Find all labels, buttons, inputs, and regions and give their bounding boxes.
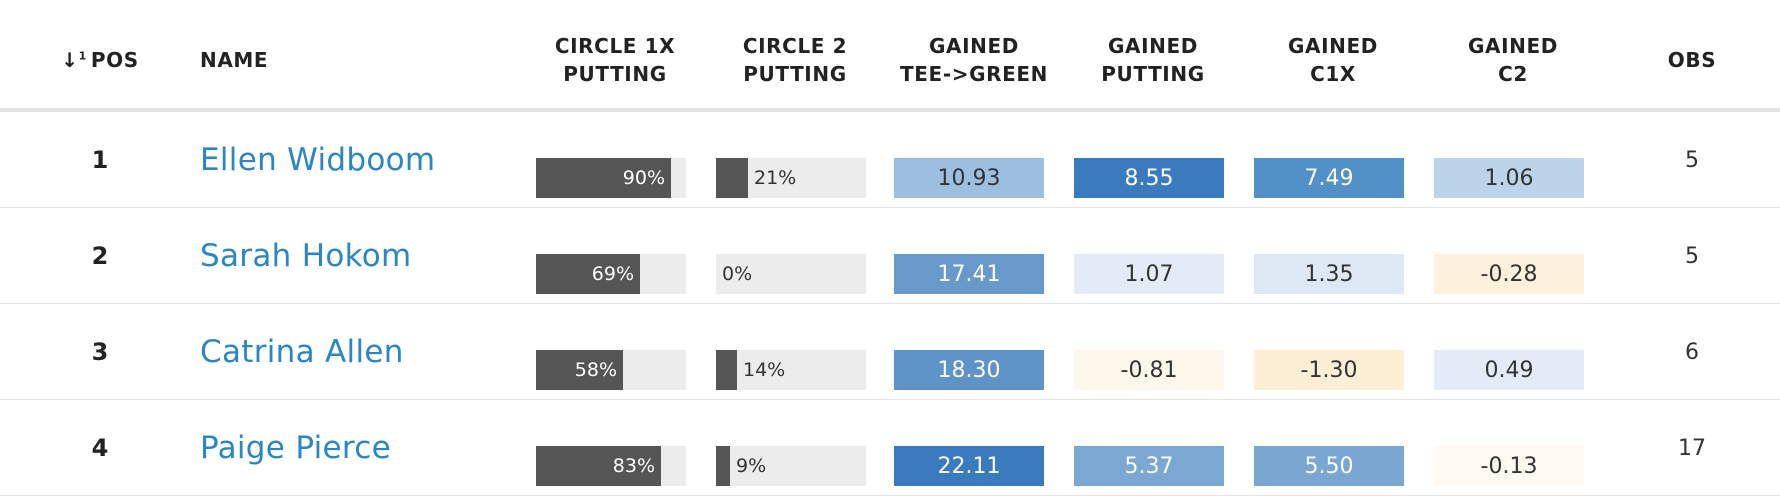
- position-cell: 3: [91, 338, 109, 366]
- sort-ascending-icon: ↓1: [61, 48, 87, 72]
- header-obs[interactable]: OBS: [1667, 48, 1717, 72]
- table-row: 2 Sarah Hokom 69% 0% 17.41 1.07 1.35 -0.28 5: [0, 208, 1780, 304]
- gained-c1x-cell: 1.35: [1254, 254, 1404, 294]
- row-divider: [0, 207, 1780, 208]
- player-name-link[interactable]: Catrina Allen: [200, 334, 404, 370]
- gained-tee-green-cell: 10.93: [894, 158, 1044, 198]
- gained-c2-cell: 1.06: [1434, 158, 1584, 198]
- player-name-link[interactable]: Paige Pierce: [200, 430, 391, 466]
- circle2-putting-bar-fill: [716, 350, 737, 390]
- header-gained-putting[interactable]: GAINED PUTTING: [1101, 34, 1205, 86]
- gained-tee-green-cell: 22.11: [894, 446, 1044, 486]
- table-row: 4 Paige Pierce 83% 9% 22.11 5.37 5.50 -0.13 17: [0, 400, 1780, 496]
- circle2-putting-bar-label: 14%: [743, 359, 786, 381]
- table-header: ↓1 POS NAME CIRCLE 1X PUTTING CIRCLE 2 P…: [0, 0, 1780, 108]
- observations-cell: 5: [1685, 243, 1699, 269]
- circle2-putting-bar-label: 9%: [736, 455, 767, 477]
- circle1x-putting-bar-fill: [536, 446, 661, 486]
- observations-cell: 5: [1685, 147, 1699, 173]
- gained-tee-green-cell: 18.30: [894, 350, 1044, 390]
- circle2-putting-bar: 14%: [716, 350, 866, 390]
- circle1x-putting-bar-fill: [536, 254, 640, 294]
- circle1x-putting-bar: 69%: [536, 254, 686, 294]
- circle2-putting-bar-fill: [716, 446, 730, 486]
- table-row: 3 Catrina Allen 58% 14% 18.30 -0.81 -1.30 0.49 6: [0, 304, 1780, 400]
- gained-c2-cell: -0.13: [1434, 446, 1584, 486]
- header-divider: [0, 108, 1780, 112]
- row-divider: [0, 399, 1780, 400]
- gained-c1x-cell: 7.49: [1254, 158, 1404, 198]
- circle1x-putting-bar-label: 83%: [612, 455, 655, 477]
- gained-putting-cell: 1.07: [1074, 254, 1224, 294]
- position-cell: 2: [91, 242, 109, 270]
- circle2-putting-bar: 21%: [716, 158, 866, 198]
- header-circle1x-putting[interactable]: CIRCLE 1X PUTTING: [554, 34, 676, 86]
- circle1x-putting-bar-label: 58%: [574, 359, 617, 381]
- gained-c1x-cell: -1.30: [1254, 350, 1404, 390]
- circle2-putting-bar-fill: [716, 158, 748, 198]
- header-pos-label: POS: [90, 48, 139, 72]
- observations-cell: 6: [1685, 339, 1699, 365]
- gained-putting-cell: -0.81: [1074, 350, 1224, 390]
- table-row: 1 Ellen Widboom 90% 21% 10.93 8.55 7.49 1.06 5: [0, 112, 1780, 208]
- player-name-link[interactable]: Ellen Widboom: [200, 142, 436, 178]
- circle2-putting-bar: 9%: [716, 446, 866, 486]
- position-cell: 4: [91, 434, 109, 462]
- circle2-putting-bar: 0%: [716, 254, 866, 294]
- position-cell: 1: [91, 146, 109, 174]
- header-gained-c1x[interactable]: GAINED C1X: [1288, 34, 1378, 86]
- circle1x-putting-bar: 83%: [536, 446, 686, 486]
- sort-pos-header[interactable]: ↓1 POS: [40, 28, 160, 92]
- circle1x-putting-bar-fill: [536, 350, 623, 390]
- header-circle2-putting[interactable]: CIRCLE 2 PUTTING: [742, 34, 848, 86]
- circle1x-putting-bar-label: 90%: [622, 167, 665, 189]
- circle1x-putting-bar-fill: [536, 158, 671, 198]
- row-divider: [0, 303, 1780, 304]
- circle2-putting-bar-label: 0%: [722, 263, 753, 285]
- gained-putting-cell: 5.37: [1074, 446, 1224, 486]
- gained-putting-cell: 8.55: [1074, 158, 1224, 198]
- gained-c2-cell: 0.49: [1434, 350, 1584, 390]
- gained-c2-cell: -0.28: [1434, 254, 1584, 294]
- header-gained-c2[interactable]: GAINED C2: [1468, 34, 1558, 86]
- circle1x-putting-bar: 58%: [536, 350, 686, 390]
- circle1x-putting-bar: 90%: [536, 158, 686, 198]
- header-gained-tee-green[interactable]: GAINED TEE->GREEN: [900, 34, 1048, 86]
- header-name[interactable]: NAME: [200, 48, 269, 72]
- gained-tee-green-cell: 17.41: [894, 254, 1044, 294]
- circle1x-putting-bar-label: 69%: [591, 263, 634, 285]
- player-name-link[interactable]: Sarah Hokom: [200, 238, 412, 274]
- circle2-putting-bar-label: 21%: [754, 167, 797, 189]
- observations-cell: 17: [1678, 435, 1706, 461]
- gained-c1x-cell: 5.50: [1254, 446, 1404, 486]
